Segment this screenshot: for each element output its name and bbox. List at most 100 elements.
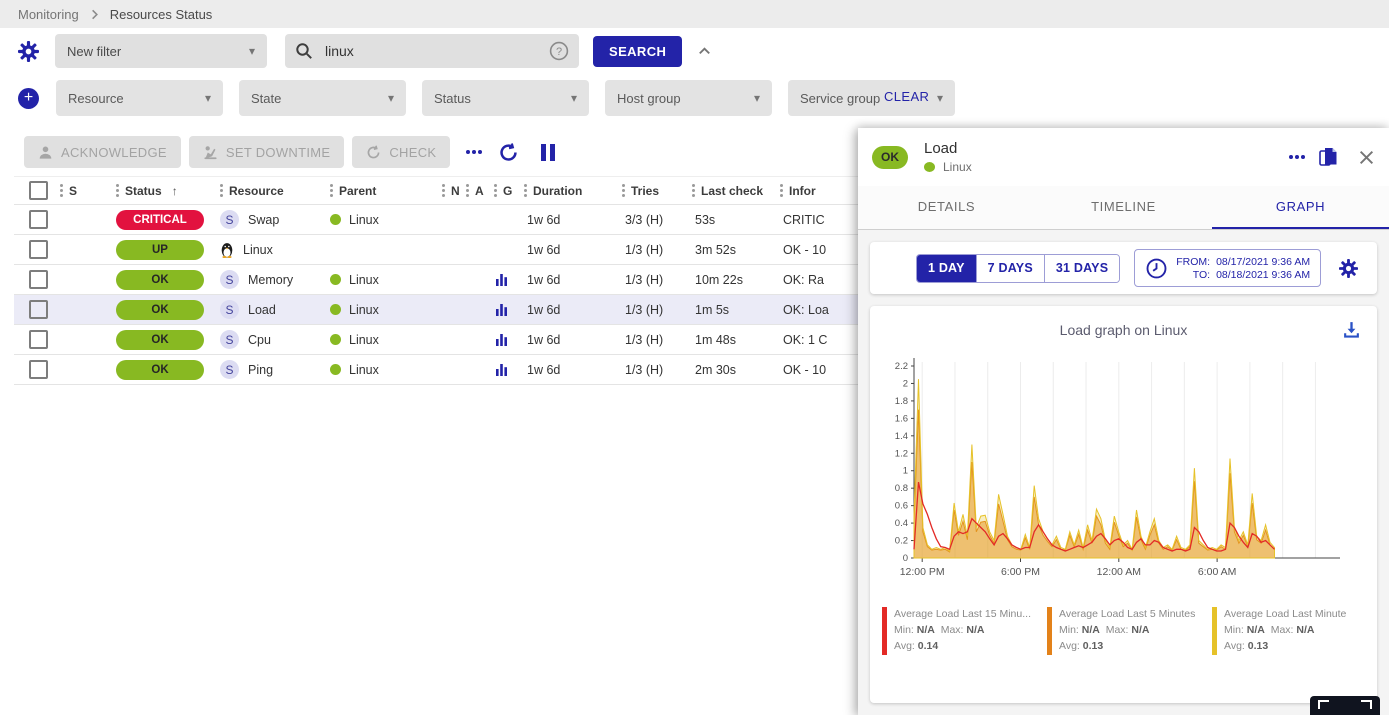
acknowledge-button[interactable]: ACKNOWLEDGE xyxy=(24,136,181,168)
date-range-picker[interactable]: FROM: 08/17/2021 9:36 AM TO: 08/18/2021 … xyxy=(1134,249,1321,287)
acknowledge-label: ACKNOWLEDGE xyxy=(61,145,167,160)
breadcrumb-monitoring[interactable]: Monitoring xyxy=(18,7,79,22)
resource-cell[interactable]: SLoad xyxy=(220,300,330,319)
panel-parent-name[interactable]: Linux xyxy=(943,160,972,174)
last-check-cell: 1m 48s xyxy=(692,333,780,347)
parent-name: Linux xyxy=(349,273,379,287)
column-drag-handle-icon[interactable] xyxy=(220,189,223,192)
search-input[interactable] xyxy=(323,42,539,60)
close-panel-icon[interactable] xyxy=(1358,149,1375,166)
column-header-label: A xyxy=(475,184,484,198)
column-drag-handle-icon[interactable] xyxy=(780,189,783,192)
column-header-resource[interactable]: Resource xyxy=(220,184,330,198)
search-button[interactable]: SEARCH xyxy=(593,36,682,67)
filter-settings-gear-icon[interactable] xyxy=(18,41,39,62)
select-all-checkbox[interactable] xyxy=(29,181,48,200)
column-header-last-check[interactable]: Last check xyxy=(692,184,780,198)
status-badge: UP xyxy=(116,240,204,260)
collapse-filters-chevron-icon[interactable] xyxy=(696,43,713,60)
parent-cell[interactable]: Linux xyxy=(330,213,442,227)
refresh-icon[interactable] xyxy=(498,142,519,163)
load-graph[interactable]: 00.20.40.60.811.21.41.61.822.212:00 PM6:… xyxy=(878,352,1369,603)
column-header-n[interactable]: N xyxy=(442,184,466,198)
resource-cell[interactable]: SPing xyxy=(220,360,330,379)
set-downtime-button[interactable]: SET DOWNTIME xyxy=(189,136,344,168)
graph-cell xyxy=(494,274,524,286)
criteria-select-status[interactable]: Status▾ xyxy=(422,80,589,116)
column-drag-handle-icon[interactable] xyxy=(524,189,527,192)
search-help-icon[interactable]: ? xyxy=(549,41,569,61)
mini-graph-icon[interactable] xyxy=(496,274,508,286)
breadcrumb-resources-status[interactable]: Resources Status xyxy=(110,7,213,22)
column-header-duration[interactable]: Duration xyxy=(524,184,622,198)
row-checkbox[interactable] xyxy=(29,360,48,379)
column-drag-handle-icon[interactable] xyxy=(494,189,497,192)
tab-timeline[interactable]: TIMELINE xyxy=(1035,186,1212,229)
sort-ascending-icon[interactable]: ↑ xyxy=(172,184,178,198)
range-button-1-day[interactable]: 1 DAY xyxy=(917,255,977,282)
column-drag-handle-icon[interactable] xyxy=(60,189,63,192)
row-checkbox[interactable] xyxy=(29,240,48,259)
column-header-label: Status xyxy=(125,184,162,198)
column-header-a[interactable]: A xyxy=(466,184,494,198)
add-criteria-button[interactable]: + xyxy=(18,88,39,109)
resource-cell[interactable]: SCpu xyxy=(220,330,330,349)
column-drag-handle-icon[interactable] xyxy=(116,189,119,192)
copy-link-icon[interactable] xyxy=(1319,147,1338,168)
row-checkbox[interactable] xyxy=(29,270,48,289)
column-header-status[interactable]: Status ↑ xyxy=(116,184,220,198)
column-header-tries[interactable]: Tries xyxy=(622,184,692,198)
parent-cell[interactable]: Linux xyxy=(330,303,442,317)
svg-text:1.6: 1.6 xyxy=(895,413,908,424)
column-drag-handle-icon[interactable] xyxy=(442,189,445,192)
column-drag-handle-icon[interactable] xyxy=(330,189,333,192)
downtime-worker-icon xyxy=(203,145,218,160)
panel-more-actions-icon[interactable] xyxy=(1295,155,1299,159)
resource-cell[interactable]: SMemory xyxy=(220,270,330,289)
graph-settings-gear-icon[interactable] xyxy=(1339,259,1358,278)
search-box[interactable]: ? xyxy=(285,34,579,68)
row-checkbox[interactable] xyxy=(29,210,48,229)
parent-up-dot-icon xyxy=(330,364,341,375)
graph-cell xyxy=(494,334,524,346)
row-checkbox[interactable] xyxy=(29,300,48,319)
svg-text:12:00 AM: 12:00 AM xyxy=(1097,566,1141,578)
fullscreen-toggle[interactable] xyxy=(1310,696,1380,715)
resource-cell[interactable]: SSwap xyxy=(220,210,330,229)
mini-graph-icon[interactable] xyxy=(496,334,508,346)
legend-item-average-load-last-5-minutes[interactable]: Average Load Last 5 MinutesMin: N/A Max:… xyxy=(1047,607,1204,655)
more-actions-icon[interactable] xyxy=(472,150,476,154)
tab-details[interactable]: DETAILS xyxy=(858,186,1035,229)
column-header-label: Resource xyxy=(229,184,284,198)
saved-filter-select[interactable]: New filter ▾ xyxy=(55,34,267,68)
range-button-31-days[interactable]: 31 DAYS xyxy=(1045,255,1119,282)
criteria-select-resource[interactable]: Resource▾ xyxy=(56,80,223,116)
range-button-7-days[interactable]: 7 DAYS xyxy=(977,255,1045,282)
person-icon xyxy=(38,145,53,160)
criteria-select-host-group[interactable]: Host group▾ xyxy=(605,80,772,116)
duration-cell: 1w 6d xyxy=(524,333,622,347)
column-drag-handle-icon[interactable] xyxy=(692,189,695,192)
export-graph-icon[interactable] xyxy=(1342,320,1361,339)
pause-autorefresh-icon[interactable] xyxy=(541,144,555,161)
clear-filters-button[interactable]: CLEAR xyxy=(878,88,935,105)
column-drag-handle-icon[interactable] xyxy=(466,189,469,192)
column-header-parent[interactable]: Parent xyxy=(330,184,442,198)
parent-cell[interactable]: Linux xyxy=(330,333,442,347)
resource-cell[interactable]: Linux xyxy=(220,242,330,258)
svg-text:0.4: 0.4 xyxy=(895,518,908,529)
mini-graph-icon[interactable] xyxy=(496,364,508,376)
parent-cell[interactable]: Linux xyxy=(330,273,442,287)
legend-item-average-load-last-minute[interactable]: Average Load Last MinuteMin: N/A Max: N/… xyxy=(1212,607,1369,655)
column-header-s[interactable]: S xyxy=(60,184,116,198)
legend-item-average-load-last-15-minu[interactable]: Average Load Last 15 Minu...Min: N/A Max… xyxy=(882,607,1039,655)
column-header-g[interactable]: G xyxy=(494,184,524,198)
tab-graph[interactable]: GRAPH xyxy=(1212,186,1389,229)
criteria-select-state[interactable]: State▾ xyxy=(239,80,406,116)
check-button[interactable]: CHECK xyxy=(352,136,450,168)
mini-graph-icon[interactable] xyxy=(496,304,508,316)
parent-cell[interactable]: Linux xyxy=(330,363,442,377)
row-checkbox[interactable] xyxy=(29,330,48,349)
column-header-label: S xyxy=(69,184,77,198)
column-drag-handle-icon[interactable] xyxy=(622,189,625,192)
